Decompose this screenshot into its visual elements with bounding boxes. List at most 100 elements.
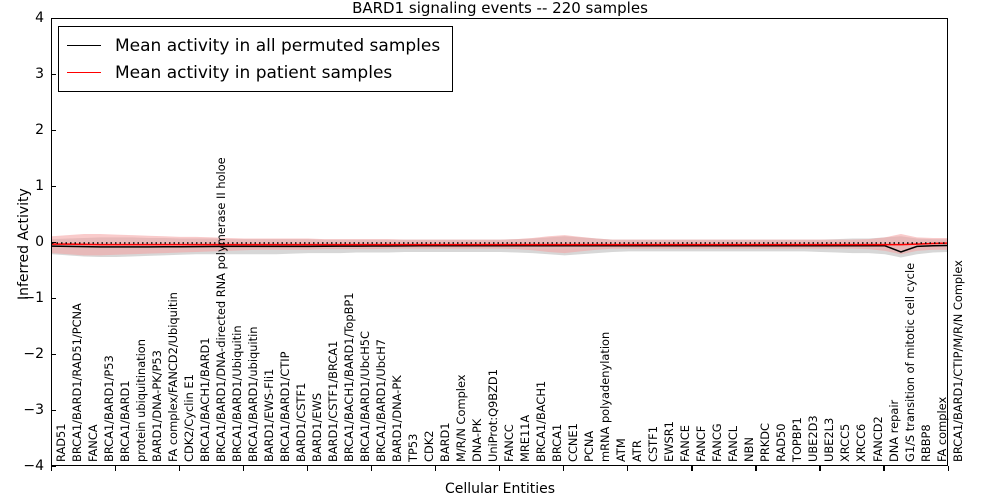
x-tick-label: BARD1/EWS-Fli1 bbox=[261, 368, 276, 462]
x-tick-label: BARD1 bbox=[438, 422, 453, 462]
y-tick-label: 4 bbox=[35, 10, 44, 26]
y-tick-mark bbox=[51, 297, 56, 299]
x-tick-label: XRCC6 bbox=[854, 423, 869, 462]
legend-swatch-line bbox=[67, 72, 101, 73]
y-tick-mark bbox=[51, 241, 56, 243]
x-tick-label: protein ubiquitination bbox=[133, 339, 148, 462]
x-tick-mark bbox=[627, 466, 629, 471]
y-tick-mark bbox=[51, 185, 56, 187]
x-tick-label: FANCC bbox=[502, 424, 517, 462]
y-tick-label: 0 bbox=[35, 234, 44, 250]
x-tick-label: BRCA1/BARD1/DNA-directed RNA polymerase … bbox=[213, 157, 228, 462]
x-tick-label: EWSR1 bbox=[662, 421, 677, 462]
x-tick-label: RAD50 bbox=[774, 423, 789, 462]
series-line bbox=[52, 242, 947, 246]
x-tick-label: ATR bbox=[630, 440, 645, 462]
x-tick-label: RBBP8 bbox=[918, 424, 933, 462]
x-tick-mark bbox=[947, 466, 949, 471]
y-axis-label: Inferred Activity bbox=[16, 188, 32, 300]
y-tick-mark bbox=[51, 465, 56, 467]
x-tick-mark bbox=[434, 466, 437, 471]
x-tick-label: BARD1/CSTF1/BRCA1 bbox=[325, 340, 340, 462]
x-tick-label: CDK2/Cyclin E1 bbox=[181, 374, 196, 462]
x-tick-label: FANCA bbox=[85, 424, 100, 462]
x-tick-label: FA complex/FANCD2/Ubiquitin bbox=[165, 292, 180, 462]
x-tick-label: BARD1/CSTF1 bbox=[293, 382, 308, 462]
x-tick-label: TP53 bbox=[405, 433, 420, 462]
x-tick-label: RAD51 bbox=[53, 423, 68, 462]
x-tick-label: FANCF bbox=[694, 425, 709, 462]
x-tick-label: ATM bbox=[614, 438, 629, 462]
y-tick-mark bbox=[51, 129, 56, 131]
x-tick-label: FANCD2 bbox=[870, 416, 885, 462]
x-tick-label: mRNA polyadenylation bbox=[598, 331, 613, 462]
x-tick-mark bbox=[883, 466, 885, 471]
legend-label: Mean activity in all permuted samples bbox=[115, 35, 441, 56]
x-tick-label: UBE2L3 bbox=[822, 417, 837, 462]
x-tick-label: M/R/N Complex bbox=[454, 374, 469, 462]
x-tick-mark bbox=[691, 466, 693, 471]
x-tick-label: UBE2D3 bbox=[806, 415, 821, 462]
x-tick-mark bbox=[178, 466, 180, 471]
y-tick-mark bbox=[51, 353, 56, 355]
chart-title: BARD1 signaling events -- 220 samples bbox=[352, 0, 648, 17]
x-tick-label: BRCA1/BACH1/BARD1/TopBP1 bbox=[341, 292, 356, 462]
y-tick-label: 2 bbox=[35, 122, 44, 138]
x-tick-mark bbox=[370, 466, 373, 471]
y-tick-label: −1 bbox=[23, 290, 44, 306]
legend-item: Mean activity in patient samples bbox=[67, 59, 440, 86]
x-tick-label: BRCA1/BACH1/BARD1 bbox=[197, 337, 212, 462]
x-tick-label: G1/S transition of mitotic cell cycle bbox=[902, 262, 917, 462]
x-tick-label: BRCA1/BARD1/CTIP/M/R/N Complex bbox=[950, 260, 965, 462]
y-tick-label: 3 bbox=[35, 66, 44, 82]
x-tick-mark bbox=[114, 466, 116, 471]
x-tick-label: BRCA1/BARD1/ubiquitin bbox=[245, 326, 260, 462]
series-graphics bbox=[52, 234, 947, 258]
x-tick-label: BRCA1/BARD1/CTIP bbox=[277, 351, 292, 462]
x-tick-mark bbox=[306, 466, 309, 471]
plot-canvas bbox=[52, 19, 947, 465]
x-axis-label: Cellular Entities bbox=[444, 481, 556, 497]
y-tick-label: −3 bbox=[23, 402, 44, 418]
legend-label: Mean activity in patient samples bbox=[115, 62, 393, 83]
x-tick-label: NBN bbox=[742, 437, 757, 462]
x-tick-label: BRCA1/BACH1 bbox=[534, 380, 549, 462]
x-tick-label: MRE11A bbox=[518, 414, 533, 462]
x-tick-label: UniProt:Q9BZD1 bbox=[486, 369, 501, 462]
x-tick-label: CDK2 bbox=[422, 430, 436, 462]
x-tick-label: BRCA1/BARD1/UbcH5C bbox=[357, 331, 372, 462]
x-tick-label: BRCA1/BARD1/UbcH7 bbox=[373, 338, 388, 462]
x-tick-label: CCNE1 bbox=[566, 423, 581, 462]
x-tick-mark bbox=[819, 466, 821, 471]
x-tick-label: BRCA1/BARD1/Ubiquitin bbox=[229, 325, 244, 462]
x-tick-label: PCNA bbox=[582, 430, 597, 462]
x-tick-label: XRCC5 bbox=[838, 423, 853, 462]
x-tick-label: BARD1/EWS bbox=[309, 392, 324, 462]
legend-swatch-line bbox=[67, 45, 101, 46]
x-tick-label: TOPBP1 bbox=[790, 417, 805, 462]
y-tick-mark bbox=[51, 17, 56, 19]
series-line bbox=[52, 244, 947, 253]
plot-area bbox=[51, 18, 948, 466]
x-tick-mark bbox=[242, 466, 244, 471]
x-tick-mark bbox=[50, 466, 52, 471]
x-tick-label: FANCG bbox=[710, 423, 725, 462]
x-tick-label: BARD1/DNA-PK/P53 bbox=[149, 350, 164, 462]
y-tick-mark bbox=[51, 409, 56, 411]
x-tick-label: FANCE bbox=[678, 425, 693, 462]
x-tick-mark bbox=[563, 466, 565, 471]
x-tick-label: DNA-PK bbox=[470, 418, 485, 462]
x-tick-label: BRCA1/BARD1/P53 bbox=[101, 355, 116, 462]
x-tick-label: PRKDC bbox=[758, 423, 773, 462]
legend-item: Mean activity in all permuted samples bbox=[67, 32, 440, 59]
x-tick-label: BRCA1/BARD1 bbox=[117, 380, 132, 462]
y-tick-label: −4 bbox=[23, 458, 44, 474]
x-tick-label: FANCL bbox=[726, 425, 741, 462]
x-tick-label: BRCA1/BARD1/RAD51/PCNA bbox=[69, 303, 84, 462]
x-tick-mark bbox=[499, 466, 501, 471]
x-tick-label: DNA repair bbox=[886, 399, 901, 462]
y-tick-label: 1 bbox=[35, 178, 44, 194]
chart-legend: Mean activity in all permuted samples Mea… bbox=[58, 26, 454, 92]
x-tick-label: BRCA1 bbox=[550, 423, 565, 462]
